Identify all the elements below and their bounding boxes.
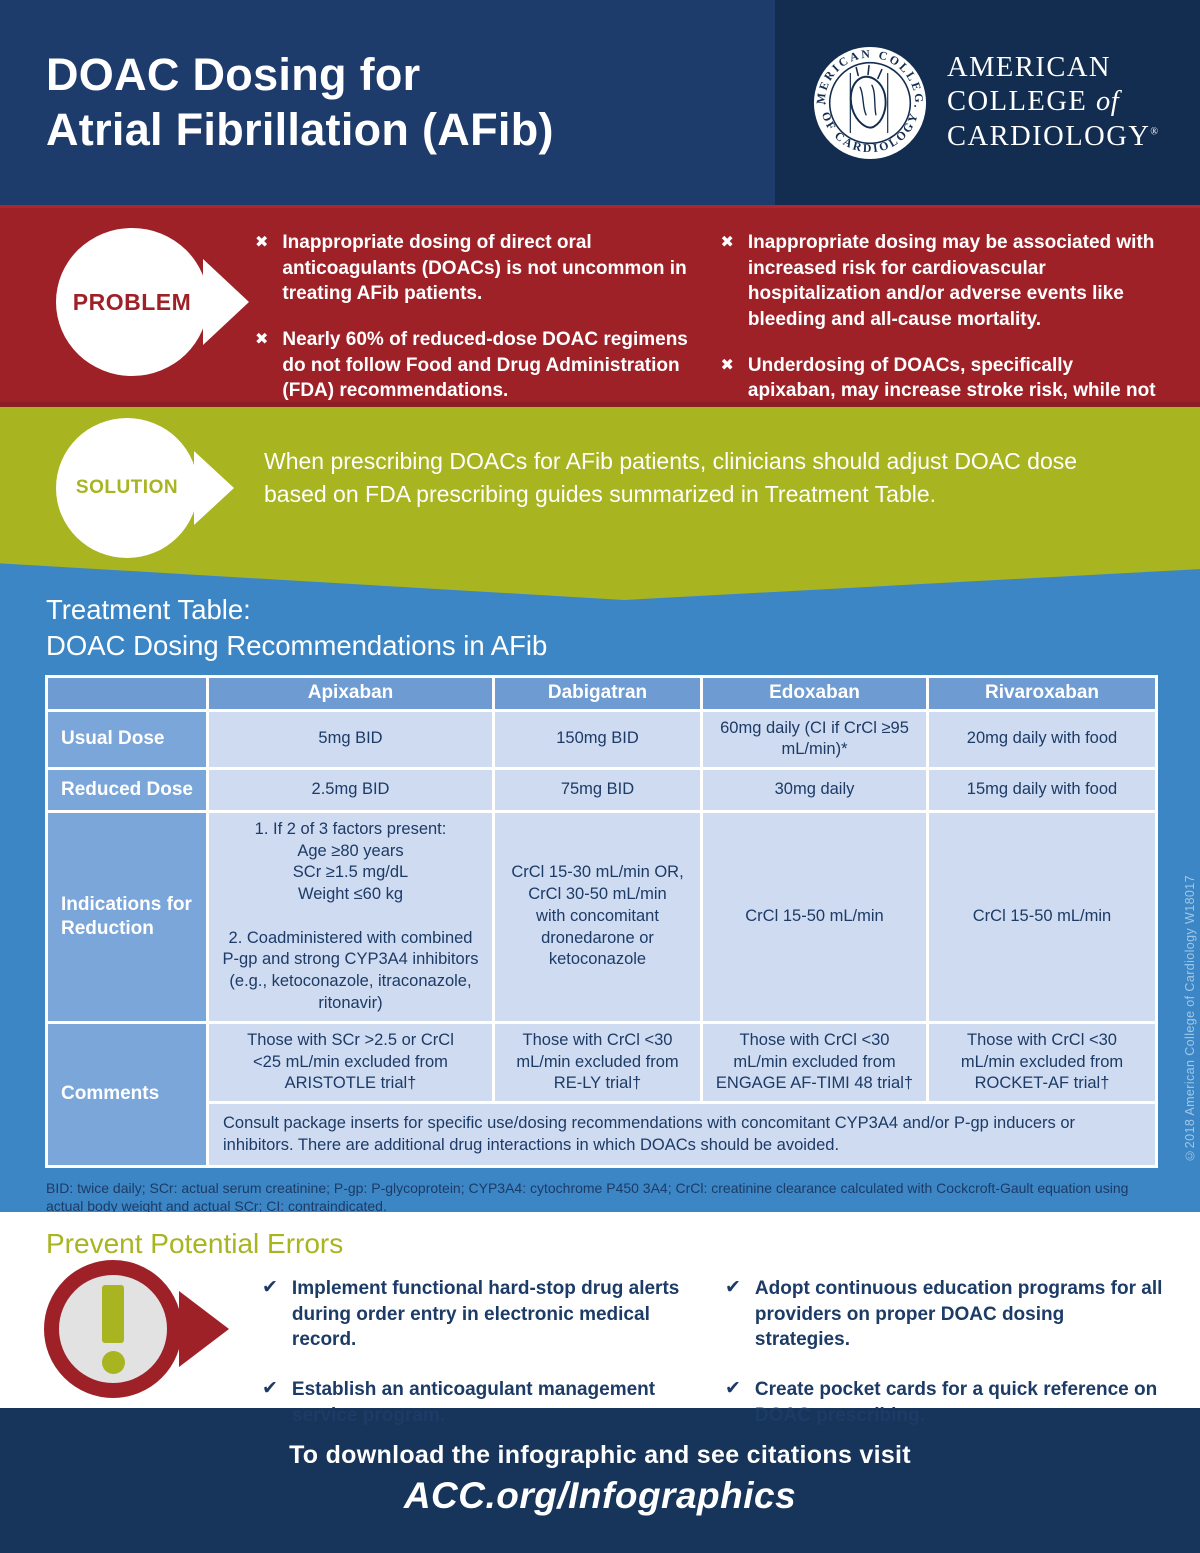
exclamation-dot: [101, 1350, 125, 1374]
arrow-right-icon: [179, 1291, 229, 1367]
arrow-right-icon: [194, 451, 234, 525]
table-cell: Those with CrCl <30 mL/min excluded from…: [700, 1020, 929, 1105]
footer: To download the infographic and see cita…: [0, 1408, 1200, 1553]
problem-right-column: ✖ Inappropriate dosing may be associated…: [721, 230, 1163, 429]
check-bullet-icon: ✔: [262, 1277, 278, 1298]
column-header-rivaroxaban: Rivaroxaban: [926, 674, 1158, 712]
comments-note-cell: Consult package inserts for specific use…: [206, 1101, 1158, 1168]
table-cell: CrCl 15-50 mL/min: [700, 809, 929, 1024]
footer-url: ACC.org/Infographics: [403, 1475, 797, 1516]
list-item: ✔ Create pocket cards for a quick refere…: [725, 1377, 1164, 1428]
table-cell: 15mg daily with food: [926, 767, 1158, 813]
cross-bullet-icon: ✖: [255, 330, 269, 348]
table-cell: CrCl 15-50 mL/min: [926, 809, 1158, 1024]
table-corner-cell: [45, 674, 209, 712]
prevent-columns: ✔ Implement functional hard-stop drug al…: [262, 1276, 1164, 1428]
prevent-left-column: ✔ Implement functional hard-stop drug al…: [262, 1276, 701, 1428]
header: DOAC Dosing for Atrial Fibrillation (AFi…: [0, 0, 1200, 205]
doac-dosing-table: Apixaban Dabigatran Edoxaban Rivaroxaban…: [45, 674, 1158, 1168]
list-item: ✔ Establish an anticoagulant management …: [262, 1377, 701, 1428]
table-cell: Those with CrCl <30 mL/min excluded from…: [492, 1020, 703, 1105]
table-cell: CrCl 15-30 mL/min OR, CrCl 30-50 mL/min …: [492, 809, 703, 1024]
table-row: Comments Those with SCr >2.5 or CrCl <25…: [45, 1020, 1158, 1168]
row-label-comments: Comments: [45, 1020, 209, 1168]
acc-logo-panel: AMERICAN COLLEGE · OF CARDIOLOGY · AMERI…: [775, 0, 1200, 205]
acc-wordmark: AMERICAN COLLEGE of CARDIOLOGY®: [947, 51, 1160, 154]
prevent-errors-title: Prevent Potential Errors: [46, 1228, 344, 1259]
solution-badge: SOLUTION: [56, 418, 234, 558]
table-row: Reduced Dose 2.5mg BID 75mg BID 30mg dai…: [45, 767, 1158, 813]
exclamation-bar: [102, 1284, 124, 1343]
table-cell: 30mg daily: [700, 767, 929, 813]
solution-badge-label: SOLUTION: [75, 477, 179, 498]
cross-bullet-icon: ✖: [720, 356, 734, 374]
alert-badge: [44, 1260, 229, 1398]
table-cell: 1. If 2 of 3 factors present: Age ≥80 ye…: [206, 809, 495, 1024]
check-bullet-icon: ✔: [262, 1377, 278, 1399]
table-cell: 150mg BID: [492, 708, 703, 771]
wordmark-line1: AMERICAN: [947, 52, 1112, 84]
list-item: ✔ Adopt continuous education programs fo…: [725, 1276, 1164, 1353]
table-cell: 60mg daily (CI if CrCl ≥95 mL/min)*: [700, 708, 929, 771]
table-cell: Those with SCr >2.5 or CrCl <25 mL/min e…: [206, 1020, 495, 1105]
table-cell: 5mg BID: [206, 708, 495, 771]
acc-seal-icon: AMERICAN COLLEGE · OF CARDIOLOGY ·: [811, 44, 927, 159]
treatment-section: SOLUTION When prescribing DOACs for AFib…: [0, 407, 1200, 1249]
row-label-usual-dose: Usual Dose: [45, 708, 209, 771]
row-label-indications: Indications for Reduction: [45, 809, 209, 1024]
registered-mark: ®: [1150, 126, 1160, 138]
cross-bullet-icon: ✖: [720, 234, 734, 251]
treatment-table-title: Treatment Table: DOAC Dosing Recommendat…: [46, 594, 548, 662]
exclamation-icon: [44, 1260, 182, 1398]
problem-item-text: Inappropriate dosing may be associated w…: [747, 232, 1155, 330]
wordmark-of: of: [1095, 86, 1120, 118]
list-item: ✖ Nearly 60% of reduced-dose DOAC regime…: [255, 327, 697, 404]
solution-text: When prescribing DOACs for AFib patients…: [264, 448, 1078, 507]
wordmark-line3: CARDIOLOGY: [947, 120, 1151, 152]
page-title: DOAC Dosing for Atrial Fibrillation (AFi…: [46, 49, 554, 156]
table-note-row: Consult package inserts for specific use…: [47, 1101, 1158, 1168]
check-bullet-icon: ✔: [725, 1277, 741, 1298]
table-row: Indications for Reduction 1. If 2 of 3 f…: [45, 809, 1158, 1024]
problem-item-text: Nearly 60% of reduced-dose DOAC regimens…: [282, 328, 688, 402]
table-cell: 20mg daily with food: [926, 708, 1158, 771]
table-header-row: Apixaban Dabigatran Edoxaban Rivaroxaban: [45, 674, 1158, 712]
table-cell: 2.5mg BID: [206, 767, 495, 813]
solution-circle: SOLUTION: [56, 418, 198, 558]
prevent-errors-section: Prevent Potential Errors ✔ Implement fun…: [0, 1212, 1200, 1426]
problem-section: PROBLEM ✖ Inappropriate dosing of direct…: [0, 205, 1200, 427]
footnote-abbreviations: BID: twice daily; SCr: actual serum crea…: [46, 1179, 1129, 1214]
column-header-dabigatran: Dabigatran: [492, 674, 703, 712]
problem-circle: PROBLEM: [56, 228, 208, 376]
column-header-apixaban: Apixaban: [206, 674, 495, 712]
table-cell: 75mg BID: [492, 767, 703, 813]
column-header-edoxaban: Edoxaban: [700, 674, 929, 712]
arrow-right-icon: [203, 259, 249, 345]
list-item: ✖ Inappropriate dosing of direct oral an…: [255, 230, 697, 307]
problem-left-column: ✖ Inappropriate dosing of direct oral an…: [255, 230, 697, 429]
problem-columns: ✖ Inappropriate dosing of direct oral an…: [255, 230, 1162, 429]
list-item: ✖ Inappropriate dosing may be associated…: [721, 230, 1163, 333]
solution-section: SOLUTION When prescribing DOACs for AFib…: [0, 407, 1200, 600]
prevent-item-text: Implement functional hard-stop drug aler…: [291, 1278, 680, 1351]
prevent-item-text: Adopt continuous education programs for …: [754, 1278, 1163, 1351]
prevent-item-text: Create pocket cards for a quick referenc…: [754, 1378, 1158, 1426]
table-cell: Those with CrCl <30 mL/min excluded from…: [926, 1020, 1158, 1105]
cross-bullet-icon: ✖: [255, 234, 269, 251]
problem-badge: PROBLEM: [56, 228, 249, 376]
prevent-right-column: ✔ Adopt continuous education programs fo…: [725, 1276, 1164, 1428]
wordmark-line2: COLLEGE: [947, 86, 1096, 118]
list-item: ✔ Implement functional hard-stop drug al…: [262, 1276, 701, 1353]
problem-badge-label: PROBLEM: [72, 288, 192, 315]
footer-text: To download the infographic and see cita…: [289, 1441, 911, 1469]
prevent-item-text: Establish an anticoagulant management se…: [291, 1378, 656, 1426]
copyright-text: ©2018 American College of Cardiology W18…: [1183, 875, 1197, 1163]
row-label-reduced-dose: Reduced Dose: [45, 767, 209, 813]
heart-illustration-icon: [849, 64, 889, 133]
table-row: Usual Dose 5mg BID 150mg BID 60mg daily …: [45, 708, 1158, 771]
problem-item-text: Inappropriate dosing of direct oral anti…: [282, 232, 687, 305]
check-bullet-icon: ✔: [725, 1377, 741, 1399]
